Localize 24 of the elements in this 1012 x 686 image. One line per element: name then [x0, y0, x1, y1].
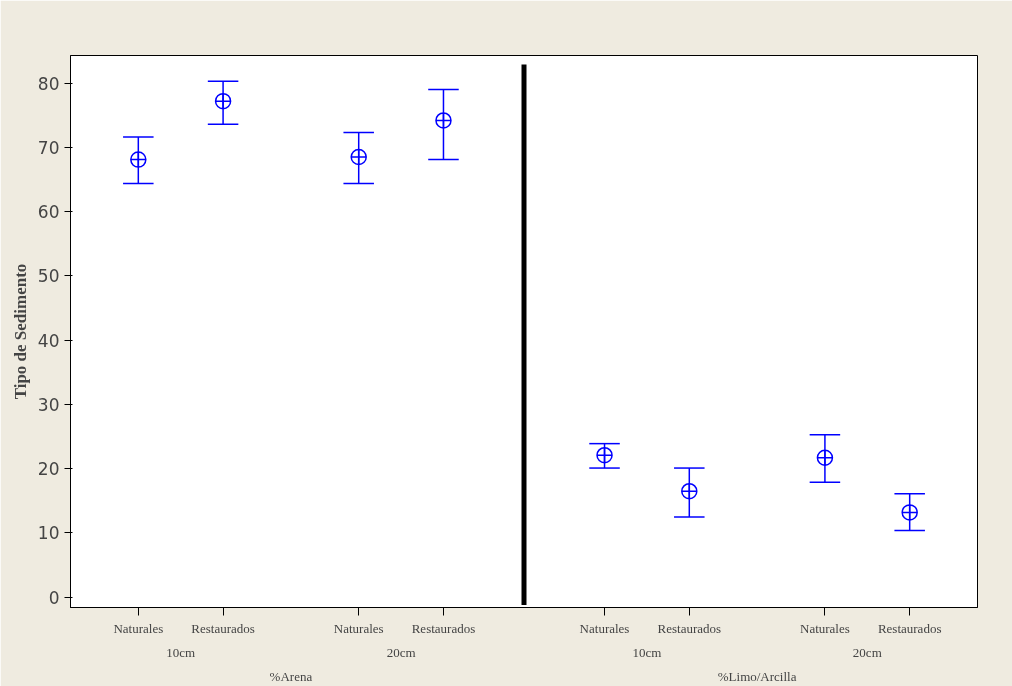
- x-tick-label: Restaurados: [657, 620, 722, 636]
- text: 10cm: [166, 644, 196, 660]
- x-tick-label: Restaurados: [877, 620, 942, 636]
- text: %Arena: [269, 668, 313, 684]
- text: 20cm: [852, 644, 882, 660]
- y-tick-label: 70: [37, 137, 60, 158]
- text: %Limo/Arcilla: [717, 668, 797, 684]
- x-tick-label: Naturales: [333, 620, 384, 636]
- y-tick-label: 0: [48, 587, 60, 608]
- x-tick-label: Naturales: [113, 620, 164, 636]
- x-tick-label: Restaurados: [411, 620, 476, 636]
- y-tick-label: 40: [37, 330, 60, 351]
- y-tick-label: 30: [37, 394, 60, 415]
- y-tick-label: 60: [37, 202, 60, 223]
- text: 20cm: [386, 644, 416, 660]
- x-tick-label: Naturales: [579, 620, 630, 636]
- y-tick-label: 20: [37, 459, 60, 480]
- y-tick-label: 80: [37, 73, 60, 94]
- y-axis-title: Tipo de Sedimento: [10, 263, 30, 400]
- x-tick-label: Restaurados: [191, 620, 255, 636]
- y-tick-label: 50: [37, 266, 60, 287]
- x-tick-label: Naturales: [800, 620, 850, 636]
- text: 10cm: [632, 644, 662, 660]
- y-tick-label: 10: [37, 523, 60, 544]
